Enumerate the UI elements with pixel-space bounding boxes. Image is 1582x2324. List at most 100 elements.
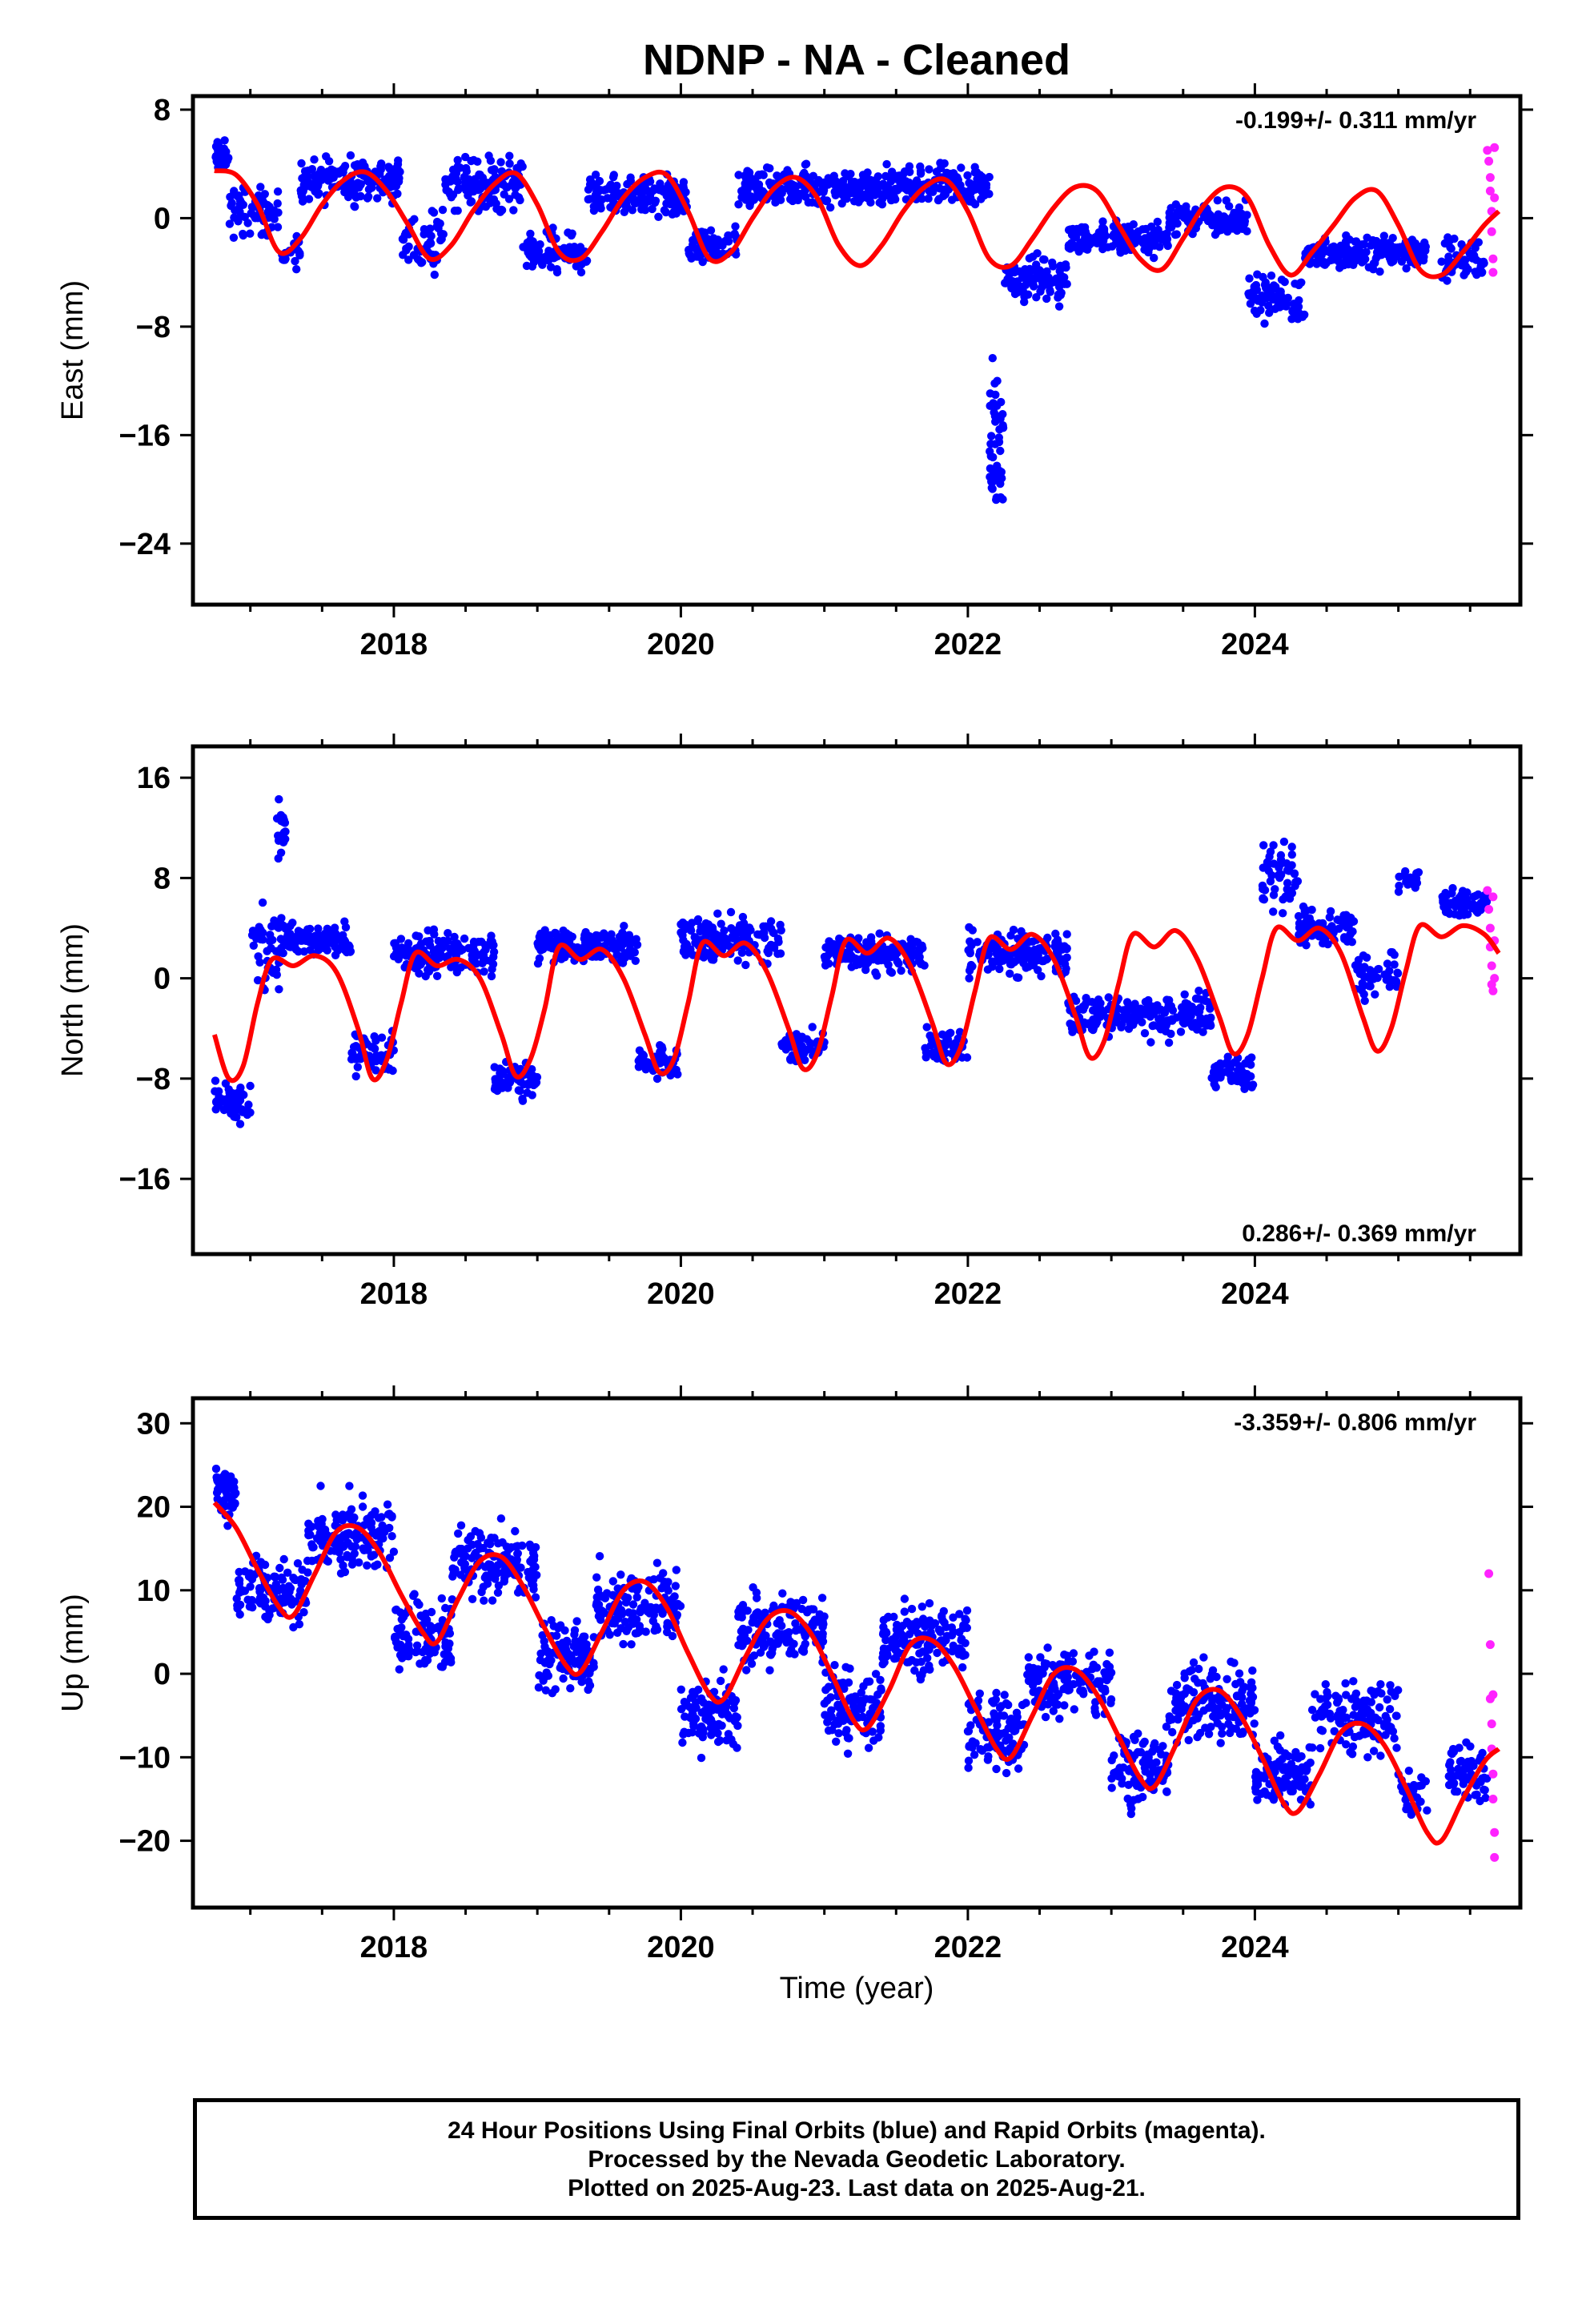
north-final-point	[930, 1052, 939, 1061]
north-final-point	[1243, 1059, 1252, 1068]
up-final-point	[289, 1574, 298, 1582]
north-final-point	[1393, 968, 1402, 977]
east-final-point	[526, 229, 535, 239]
up-final-point	[493, 1561, 503, 1570]
up-final-point	[832, 1737, 841, 1746]
east-final-point	[270, 206, 279, 215]
east-final-point	[1025, 267, 1034, 276]
up-final-point	[483, 1579, 492, 1588]
east-final-point	[1025, 254, 1034, 263]
up-final-point	[293, 1559, 303, 1568]
up-final-point	[484, 1538, 492, 1547]
up-final-point	[809, 1622, 817, 1630]
east-y-tick-label: 0	[154, 202, 171, 235]
up-final-point	[957, 1634, 966, 1643]
east-final-point	[1145, 243, 1154, 252]
up-final-point	[542, 1668, 551, 1677]
east-final-point	[877, 200, 887, 209]
east-final-point	[393, 159, 403, 169]
north-final-point	[244, 1100, 253, 1109]
east-final-point	[217, 153, 226, 162]
east-final-point	[1260, 280, 1270, 289]
north-final-point	[314, 924, 323, 933]
up-final-point	[260, 1560, 270, 1570]
east-final-point	[887, 195, 896, 205]
north-final-point	[469, 950, 478, 959]
up-final-point	[296, 1586, 305, 1595]
north-final-point	[258, 898, 267, 907]
up-final-point	[255, 1584, 264, 1593]
east-final-point	[626, 173, 635, 182]
up-final-point	[716, 1676, 725, 1686]
east-final-point	[867, 191, 876, 200]
east-final-point	[623, 203, 632, 212]
up-final-point	[358, 1491, 367, 1500]
east-final-point	[1369, 265, 1378, 274]
east-final-point	[773, 191, 782, 199]
north-final-point	[351, 1055, 360, 1063]
north-final-points	[211, 794, 1492, 1128]
up-final-point	[541, 1686, 550, 1695]
east-final-point	[273, 187, 283, 196]
north-final-point	[1392, 982, 1401, 991]
up-final-point	[597, 1592, 606, 1601]
north-final-point	[614, 939, 623, 947]
up-final-point	[868, 1695, 877, 1704]
east-final-point	[505, 151, 514, 160]
up-final-point	[826, 1693, 835, 1702]
up-final-point	[317, 1519, 326, 1529]
north-final-point	[347, 1048, 356, 1057]
north-final-point	[741, 960, 750, 970]
north-final-point	[1025, 954, 1034, 963]
north-final-point	[1359, 972, 1368, 981]
north-final-point	[1373, 973, 1382, 983]
east-final-point	[689, 235, 697, 245]
north-final-point	[235, 1092, 245, 1102]
north-final-point	[1223, 1052, 1232, 1061]
north-final-point	[913, 938, 922, 947]
east-final-point	[427, 231, 436, 240]
east-final-point	[753, 187, 762, 196]
up-final-point	[824, 1726, 833, 1735]
north-final-point	[412, 931, 420, 940]
up-final-point	[857, 1688, 866, 1697]
north-final-point	[277, 914, 286, 923]
up-final-point	[596, 1611, 604, 1620]
up-final-point	[580, 1632, 589, 1641]
east-final-point	[609, 198, 618, 207]
up-final-point	[358, 1502, 367, 1511]
east-final-point	[229, 233, 239, 242]
north-final-point	[253, 975, 263, 985]
east-final-point	[363, 176, 372, 185]
north-final-point	[686, 945, 695, 954]
east-final-point	[390, 182, 399, 191]
east-final-point	[1165, 213, 1174, 222]
east-final-point	[881, 183, 890, 191]
east-x-tick-label: 2022	[934, 628, 1002, 661]
up-final-point	[448, 1564, 457, 1573]
north-final-point	[1395, 881, 1403, 891]
east-final-point	[814, 175, 823, 185]
east-final-point	[801, 160, 810, 169]
east-final-point	[528, 262, 537, 271]
north-final-point	[1006, 931, 1015, 940]
up-final-point	[632, 1586, 641, 1595]
north-final-point	[1458, 887, 1468, 895]
east-final-point	[978, 172, 986, 181]
north-final-point	[1323, 939, 1332, 949]
north-final-point	[215, 1100, 224, 1108]
east-final-point	[1347, 253, 1355, 263]
up-final-point	[400, 1631, 410, 1640]
up-plot-area	[211, 1464, 1501, 1862]
east-y-axis-label: East (mm)	[56, 280, 90, 420]
east-final-point	[355, 179, 363, 188]
east-final-point	[759, 171, 768, 179]
north-final-point	[1293, 877, 1303, 886]
north-final-point	[458, 945, 467, 955]
east-final-point	[648, 204, 656, 214]
east-final-point	[302, 171, 311, 179]
east-final-point	[1232, 209, 1242, 218]
north-final-point	[391, 949, 401, 958]
east-rapid-point	[1487, 227, 1496, 236]
up-final-point	[778, 1589, 787, 1598]
